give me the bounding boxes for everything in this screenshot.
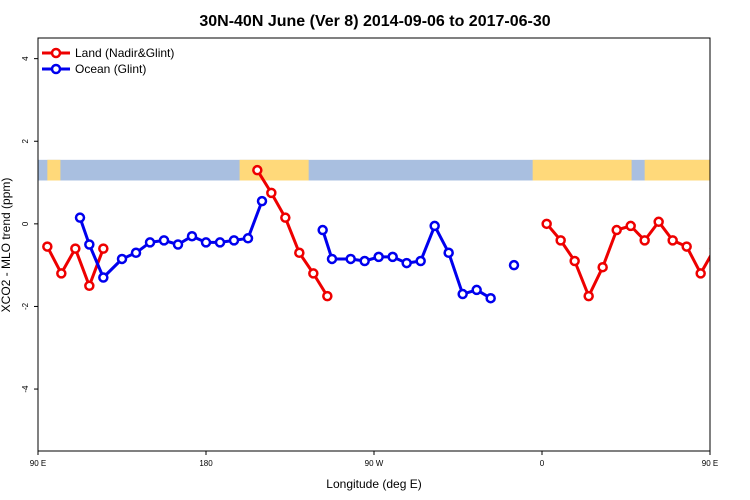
x-tick-label-4: 90 E (702, 459, 718, 468)
strip-land-0 (47, 159, 61, 181)
series-1-point-0-12 (242, 233, 254, 244)
series-1-point-1-8 (429, 220, 440, 232)
legend-land-label: Land (Nadir&Glint) (75, 46, 174, 60)
series-1-point-0-9 (200, 237, 212, 248)
series-1-point-0-1 (84, 239, 95, 250)
legend-ocean-marker (50, 63, 62, 75)
series-0-point-0-2 (70, 243, 81, 254)
series-1-point-0-11 (228, 235, 240, 246)
series-0-point-1-3 (294, 247, 305, 259)
series-1-point-0-6 (158, 235, 170, 246)
y-tick-label-2: 0 (21, 221, 30, 226)
series-1 (74, 195, 750, 304)
legend-ocean-label: Ocean (Glint) (75, 62, 146, 76)
x-tick-label-0: 90 E (30, 459, 46, 468)
series-1-point-1-7 (415, 255, 426, 267)
series-1-point-0-13 (256, 195, 268, 207)
series-0-point-2-10 (681, 241, 692, 252)
series-0-point-2-6 (625, 220, 636, 232)
series-0-point-0-3 (84, 280, 95, 292)
series-0-point-2-7 (639, 235, 650, 246)
series-1-point-0-8 (186, 230, 198, 242)
series-0-point-2-1 (555, 235, 566, 246)
strip-land-2 (532, 159, 632, 181)
series-1-point-1-9 (443, 247, 454, 259)
series-1-point-1-2 (345, 253, 356, 265)
y-tick-label-4: 4 (21, 56, 30, 61)
land-sea-strip (38, 159, 710, 181)
y-tick-label-0: -4 (21, 385, 30, 393)
series-1-point-0-10 (214, 237, 226, 248)
series-1-point-2-0 (508, 259, 520, 271)
series-1-point-1-5 (387, 251, 398, 263)
series-1-point-3-1 (725, 241, 733, 249)
series-0-point-2-11 (695, 268, 706, 279)
series-1-point-0-5 (144, 237, 156, 248)
series-1-point-1-12 (485, 292, 496, 304)
x-axis-label: Longitude (deg E) (326, 477, 421, 491)
series-0-point-1-1 (266, 187, 277, 199)
series-1-point-1-0 (317, 224, 328, 236)
series-0-point-1-2 (280, 212, 291, 223)
strip-land-3 (644, 159, 710, 181)
series-0-point-1-0 (252, 164, 263, 176)
series-0-point-2-13 (725, 282, 733, 290)
series-1-point-0-7 (172, 239, 184, 250)
y-tick-label-1: -2 (21, 302, 30, 310)
series-1-point-3-2 (734, 274, 742, 282)
series-1-line-3 (719, 218, 750, 278)
series-0-point-2-12 (709, 246, 710, 252)
series-1-point-1-6 (401, 257, 412, 269)
series-1-point-0-0 (74, 212, 86, 223)
series-1-point-0-3 (116, 253, 128, 265)
series-0-point-2-4 (597, 261, 608, 273)
x-tick-label-3: 0 (540, 459, 545, 468)
legend-land-marker (50, 47, 62, 59)
series-0-point-0-0 (42, 241, 53, 252)
series-0-point-2-2 (569, 255, 580, 267)
series-0-point-2-5 (611, 224, 622, 236)
y-tick-label-3: 2 (21, 138, 30, 143)
series-1-point-1-11 (471, 284, 482, 296)
series-0-point-2-14 (739, 245, 747, 253)
strip-land-1 (239, 159, 309, 181)
series-1-point-1-4 (373, 251, 384, 263)
x-tick-label-1: 180 (199, 459, 213, 468)
y-axis-label: XCO2 - MLO trend (ppm) (0, 178, 13, 313)
series-0-point-2-8 (653, 216, 664, 228)
series-1-point-0-2 (98, 272, 109, 283)
series-1-point-1-1 (326, 253, 338, 265)
y-axis: -4 -2 0 2 4 (21, 56, 38, 393)
legend: Land (Nadir&Glint) Ocean (Glint) (42, 46, 174, 76)
series-0-point-2-0 (541, 218, 552, 230)
series-0-point-1-5 (322, 290, 333, 302)
series-1-point-3-0 (715, 214, 723, 222)
series-1-point-1-3 (359, 255, 370, 267)
series-0 (42, 164, 747, 302)
x-tick-label-2: 90 W (365, 459, 384, 468)
chart-title: 30N-40N June (Ver 8) 2014-09-06 to 2017-… (199, 13, 550, 30)
series-0-point-2-3 (583, 290, 594, 302)
series-0-point-0-4 (98, 243, 109, 254)
series-0-point-1-4 (308, 268, 319, 279)
series-1-point-0-4 (130, 247, 142, 259)
series-0-point-2-9 (667, 235, 678, 246)
plot-frame (37, 37, 711, 452)
series-0-point-0-1 (56, 268, 67, 279)
series-1-point-1-10 (457, 288, 468, 300)
